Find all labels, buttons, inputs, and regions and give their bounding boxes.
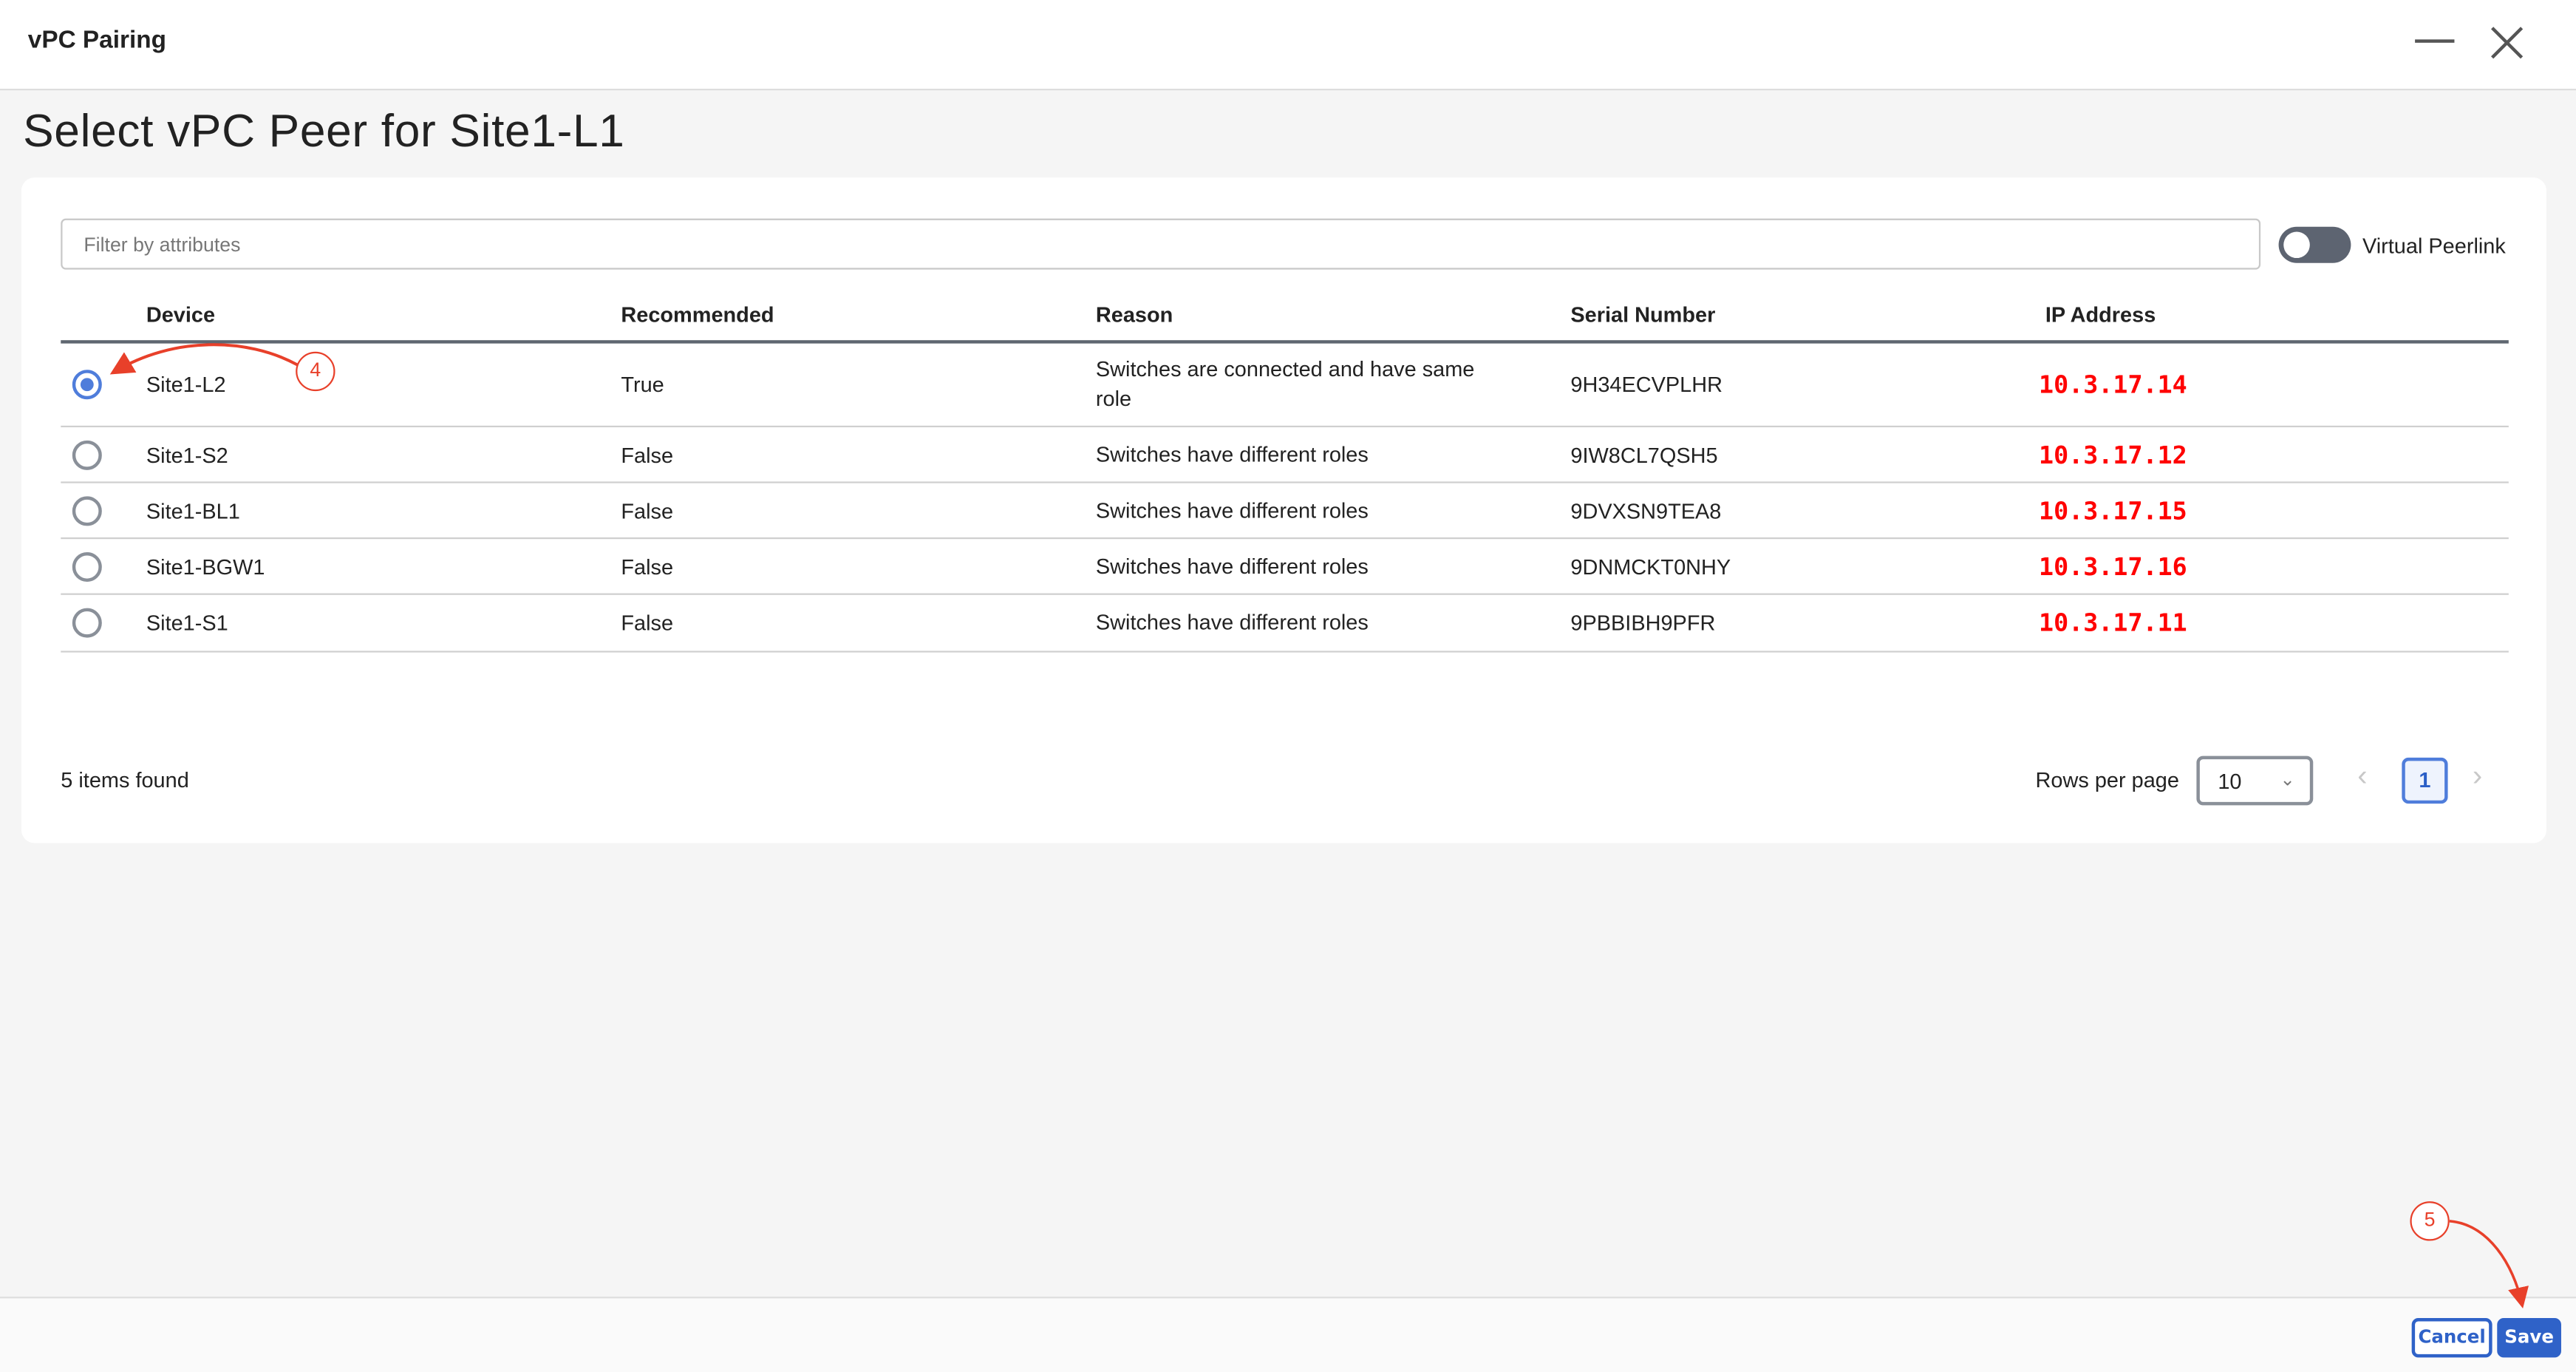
ip-address-cell: 10.3.17.16 bbox=[2038, 551, 2187, 581]
cancel-button[interactable]: Cancel bbox=[2411, 1318, 2492, 1358]
row-radio[interactable] bbox=[72, 608, 102, 638]
device-cell: Site1-S1 bbox=[146, 610, 228, 636]
device-cell: Site1-L2 bbox=[146, 372, 226, 397]
ip-address-cell: 10.3.17.11 bbox=[2038, 608, 2187, 638]
serial-number-cell: 9H34ECVPLHR bbox=[1570, 372, 1723, 397]
recommended-cell: False bbox=[621, 610, 674, 636]
close-icon[interactable] bbox=[2484, 20, 2529, 66]
recommended-cell: True bbox=[621, 372, 664, 397]
reason-cell: Switches have different roles bbox=[1095, 553, 1369, 578]
chevron-down-icon: ⌄ bbox=[2280, 770, 2295, 791]
rows-per-page-value: 10 bbox=[2218, 769, 2242, 794]
minimize-icon[interactable] bbox=[2415, 39, 2455, 43]
table-row[interactable]: Site1-S1 False Switches have different rol… bbox=[61, 595, 2509, 653]
reason-cell: Switches have different roles bbox=[1095, 497, 1369, 522]
recommended-cell: False bbox=[621, 554, 674, 579]
serial-number-cell: 9IW8CL7QSH5 bbox=[1570, 442, 1718, 467]
virtual-peerlink-toggle[interactable] bbox=[2278, 226, 2351, 263]
device-cell: Site1-S2 bbox=[146, 442, 228, 467]
save-button[interactable]: Save bbox=[2497, 1318, 2561, 1358]
header-divider bbox=[61, 340, 2509, 344]
column-header-device[interactable]: Device bbox=[146, 302, 216, 327]
page-button-current[interactable]: 1 bbox=[2402, 757, 2448, 804]
table-row[interactable]: Site1-BGW1 False Switches have different r… bbox=[61, 539, 2509, 595]
reason-cell: Switches have different roles bbox=[1095, 441, 1369, 466]
dialog-footer bbox=[0, 1297, 2576, 1372]
recommended-cell: False bbox=[621, 497, 674, 523]
annotation-badge-4: 4 bbox=[296, 351, 335, 392]
serial-number-cell: 9DNMCKT0NHY bbox=[1570, 554, 1731, 579]
ip-address-cell: 10.3.17.12 bbox=[2038, 439, 2187, 469]
peer-table-card bbox=[21, 177, 2546, 843]
serial-number-cell: 9DVXSN9TEA8 bbox=[1570, 497, 1722, 523]
virtual-peerlink-label: Virtual Peerlink bbox=[2362, 233, 2506, 259]
ip-address-cell: 10.3.17.15 bbox=[2038, 495, 2187, 526]
table-row[interactable]: Site1-S2 False Switches have different rol… bbox=[61, 427, 2509, 483]
column-header-reason[interactable]: Reason bbox=[1095, 302, 1173, 327]
reason-cell: Switches are connected and have same rol… bbox=[1095, 356, 1475, 411]
dialog-header: vPC Pairing bbox=[0, 0, 2576, 91]
column-header-serial-number[interactable]: Serial Number bbox=[1570, 302, 1716, 327]
rows-per-page-select[interactable]: 10 ⌄ bbox=[2196, 755, 2314, 806]
reason-cell: Switches have different roles bbox=[1095, 609, 1369, 635]
ip-address-cell: 10.3.17.14 bbox=[2038, 370, 2187, 400]
row-radio[interactable] bbox=[72, 495, 102, 526]
toggle-knob bbox=[2283, 231, 2310, 259]
filter-input[interactable] bbox=[61, 218, 2261, 270]
table-row[interactable]: Site1-L2 True Switches are connected and h… bbox=[61, 344, 2509, 428]
row-radio[interactable] bbox=[72, 439, 102, 469]
annotation-badge-5: 5 bbox=[2410, 1201, 2450, 1241]
recommended-cell: False bbox=[621, 442, 674, 467]
row-radio[interactable] bbox=[72, 370, 102, 400]
page-title: Select vPC Peer for Site1-L1 bbox=[23, 105, 625, 157]
chevron-left-icon[interactable]: ‹ bbox=[2357, 759, 2368, 792]
items-found: 5 items found bbox=[61, 767, 189, 792]
annotation-arrow-5 bbox=[2449, 1220, 2529, 1308]
device-cell: Site1-BGW1 bbox=[146, 554, 265, 579]
serial-number-cell: 9PBBIBH9PFR bbox=[1570, 610, 1716, 636]
dialog-title: vPC Pairing bbox=[27, 26, 166, 55]
column-header-recommended[interactable]: Recommended bbox=[621, 302, 774, 327]
row-radio[interactable] bbox=[72, 551, 102, 581]
rows-per-page-label: Rows per page bbox=[2035, 767, 2179, 792]
table-row[interactable]: Site1-BL1 False Switches have different ro… bbox=[61, 483, 2509, 540]
device-cell: Site1-BL1 bbox=[146, 497, 240, 523]
chevron-right-icon[interactable]: › bbox=[2472, 759, 2483, 792]
column-header-ip-address[interactable]: IP Address bbox=[2045, 302, 2156, 327]
